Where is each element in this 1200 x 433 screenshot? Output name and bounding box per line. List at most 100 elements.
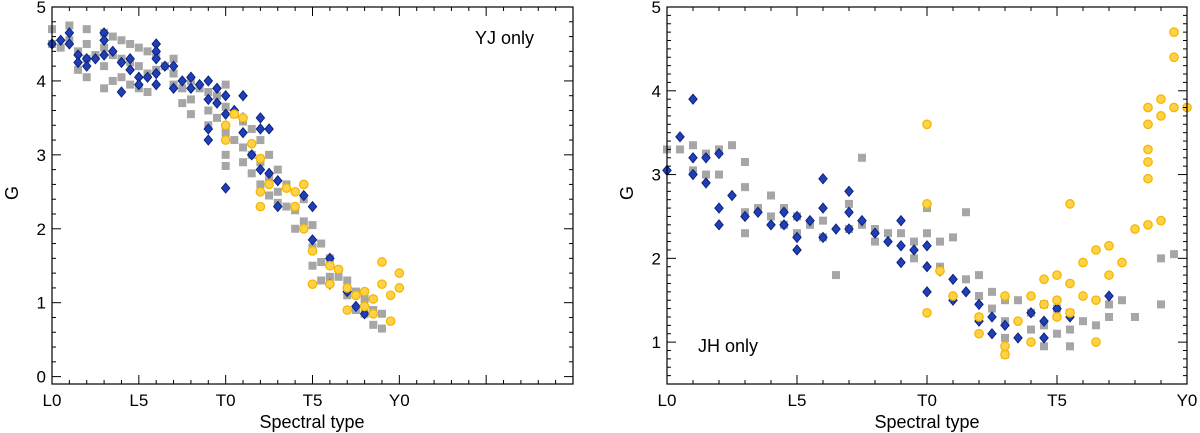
left-grey-squares-point-3 xyxy=(65,21,74,30)
right-grey-squares-point-39 xyxy=(962,208,970,217)
left-blue-diamonds-point-49 xyxy=(264,123,274,135)
left-y-tick-label-1: 1 xyxy=(37,294,46,313)
right-yellow-circles-point-27 xyxy=(1104,270,1114,280)
left-x-tick-label-1: L5 xyxy=(129,391,148,410)
left-yellow-circles-point-25 xyxy=(368,308,379,319)
left-blue-diamonds-point-2 xyxy=(64,27,75,39)
right-yellow-circles-point-32 xyxy=(1143,144,1153,155)
left-yellow-circles-point-17 xyxy=(325,279,335,290)
left-grey-squares-point-25 xyxy=(134,43,143,52)
left-grey-squares-point-50 xyxy=(221,128,230,137)
right-grey-squares-point-24 xyxy=(845,199,853,208)
left-blue-diamonds-point-32 xyxy=(203,75,214,87)
right-grey-squares-point-15 xyxy=(767,212,775,221)
left-grey-squares-point-92 xyxy=(369,320,378,329)
left-grey-squares-point-35 xyxy=(169,69,178,78)
left-yellow-circles-point-16 xyxy=(325,260,335,271)
right-blue-diamonds-point-32 xyxy=(896,256,906,269)
left-grey-squares-point-81 xyxy=(317,276,326,285)
right-blue-diamonds-point-22 xyxy=(818,231,828,244)
left-grey-squares-point-16 xyxy=(108,32,117,41)
left-yellow-circles-point-23 xyxy=(359,301,370,312)
left-grey-squares-point-47 xyxy=(212,113,221,122)
left-yellow-circles-point-11 xyxy=(290,201,300,212)
left-yellow-circles-point-14 xyxy=(307,246,318,256)
left-yellow-circles-point-27 xyxy=(377,279,387,290)
left-yellow-circles-point-6 xyxy=(255,186,266,197)
right-grey-squares-point-43 xyxy=(988,287,996,296)
right-yellow-circles-point-36 xyxy=(1156,94,1166,105)
left-yellow-circles-point-21 xyxy=(351,290,361,301)
right-blue-diamonds-point-13 xyxy=(766,219,776,231)
left-grey-squares-point-94 xyxy=(377,324,386,333)
right-grey-squares-point-30 xyxy=(884,229,892,238)
right-blue-diamonds-point-36 xyxy=(922,286,932,298)
left-blue-diamonds-point-59 xyxy=(351,300,361,313)
right-blue-diamonds-point-19 xyxy=(805,214,815,227)
left-blue-diamonds-point-39 xyxy=(220,108,231,120)
right-y-axis-label: G xyxy=(617,186,637,200)
right-yellow-circles-point-1 xyxy=(922,199,932,209)
left-grey-squares-point-8 xyxy=(82,39,91,48)
right-grey-squares-point-31 xyxy=(897,229,905,238)
left-yellow-circles-point-0 xyxy=(220,120,231,131)
right-grey-squares-point-38 xyxy=(949,233,957,242)
left-grey-squares-point-21 xyxy=(117,73,126,82)
left-grey-squares-point-64 xyxy=(265,150,274,159)
left-y-tick-label-5: 5 xyxy=(37,0,46,17)
left-blue-diamonds-point-29 xyxy=(186,71,196,83)
right-yellow-circles-point-4 xyxy=(948,291,958,301)
left-y-tick-label-3: 3 xyxy=(37,146,46,165)
right-yellow-circles-point-40 xyxy=(1169,52,1179,63)
right-yellow-circles-point-13 xyxy=(1039,274,1049,285)
left-blue-diamonds-point-24 xyxy=(151,78,161,91)
right-x-tick-label-1: L5 xyxy=(788,391,807,410)
left-grey-squares-point-40 xyxy=(186,95,195,104)
left-grey-squares-point-52 xyxy=(221,161,230,170)
right-yellow-circles-point-39 xyxy=(1169,27,1179,37)
left-yellow-circles-point-12 xyxy=(298,179,309,190)
left-yellow-circles-point-31 xyxy=(394,283,405,293)
right-blue-diamonds-point-7 xyxy=(714,147,724,160)
left-blue-diamonds-point-38 xyxy=(220,90,231,102)
right-blue-diamonds-point-14 xyxy=(779,206,789,218)
right-grey-squares-point-60 xyxy=(1079,317,1087,326)
left-blue-diamonds-point-40 xyxy=(220,182,231,194)
left-yellow-circles-point-28 xyxy=(385,290,396,301)
left-grey-squares-point-28 xyxy=(143,47,152,56)
left-grey-squares-point-84 xyxy=(334,272,343,281)
right-yellow-circles-point-28 xyxy=(1117,257,1127,268)
left-yellow-circles-point-29 xyxy=(385,316,396,327)
right-yellow-circles-point-17 xyxy=(1052,312,1062,322)
right-blue-diamonds-point-38 xyxy=(948,273,958,285)
left-x-tick-label-3: T5 xyxy=(303,391,323,410)
right-yellow-circles-point-9 xyxy=(1000,349,1010,360)
right-blue-diamonds-point-26 xyxy=(844,223,854,235)
left-grey-squares-point-18 xyxy=(108,76,117,85)
right-blue-diamonds-point-18 xyxy=(792,244,802,256)
left-grey-squares-point-2 xyxy=(56,43,65,52)
left-x-tick-label-0: L0 xyxy=(43,391,62,410)
right-grey-squares-point-64 xyxy=(1118,296,1126,305)
left-grey-squares-point-67 xyxy=(273,165,282,174)
right-x-tick-label-2: T0 xyxy=(917,391,937,410)
right-y-tick-label-3: 4 xyxy=(652,82,661,101)
left-blue-diamonds-point-47 xyxy=(255,123,266,135)
right-blue-diamonds-point-47 xyxy=(1026,307,1036,319)
left-blue-diamonds-point-10 xyxy=(99,34,109,46)
right-grey-squares-point-7 xyxy=(715,170,723,179)
right-grey-squares-point-67 xyxy=(1157,300,1165,309)
right-blue-diamonds-point-21 xyxy=(818,202,828,214)
right-chart-marks xyxy=(662,27,1192,360)
left-grey-squares-point-41 xyxy=(186,110,195,119)
right-grey-squares-point-23 xyxy=(832,271,840,280)
right-y-tick-label-0: 1 xyxy=(652,333,661,352)
right-grey-squares-point-49 xyxy=(1014,296,1022,305)
left-blue-diamonds-point-5 xyxy=(73,56,83,69)
right-grey-squares-point-12 xyxy=(741,229,749,238)
right-grey-squares-point-41 xyxy=(975,271,983,280)
right-blue-diamonds-point-25 xyxy=(844,206,854,218)
left-yellow-circles-point-22 xyxy=(359,286,370,297)
left-blue-diamonds-point-31 xyxy=(194,78,205,91)
right-blue-diamonds-point-24 xyxy=(844,185,854,198)
